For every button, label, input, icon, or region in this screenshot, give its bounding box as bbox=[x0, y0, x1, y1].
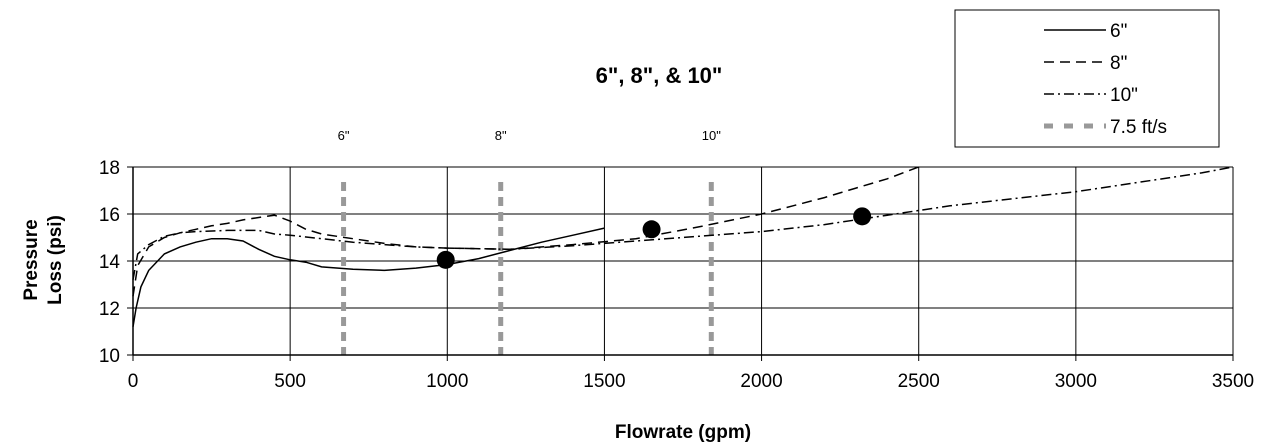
x-tick-label-0: 0 bbox=[128, 371, 139, 392]
y-axis-label: Pressure Loss (psi) bbox=[21, 215, 66, 305]
x-tick-label-3000: 3000 bbox=[1055, 371, 1097, 392]
x-tick-label-2500: 2500 bbox=[898, 371, 940, 392]
data-marker-0 bbox=[436, 250, 455, 269]
y-axis-label-line-2: Loss (psi) bbox=[45, 215, 66, 305]
data-marker-1 bbox=[642, 220, 661, 239]
x-tick-label-3500: 3500 bbox=[1212, 371, 1254, 392]
y-tick-label-14: 14 bbox=[99, 252, 121, 273]
x-tick-label-500: 500 bbox=[274, 371, 306, 392]
tick-labels: 0 500 1000 1500 2000 2500 3000 3500 10 12 14 16 18 bbox=[99, 158, 1254, 392]
legend: 6" 8" 10" 7.5 ft/s bbox=[954, 9, 1220, 148]
y-tick-label-12: 12 bbox=[99, 299, 120, 320]
reference-line-label-0: 6" bbox=[338, 128, 350, 143]
x-axis-label: Flowrate (gpm) bbox=[615, 422, 751, 443]
x-tick-label-1500: 1500 bbox=[583, 371, 625, 392]
series-line-0 bbox=[132, 227, 605, 327]
reference-line-label-1: 8" bbox=[495, 128, 507, 143]
legend-entry-1: 8" bbox=[1110, 53, 1127, 74]
reference-lines: 6" 8" 10" bbox=[338, 128, 721, 355]
legend-entry-0: 6" bbox=[1110, 21, 1127, 42]
data-markers bbox=[436, 207, 872, 269]
chart-title: 6", 8", & 10" bbox=[596, 63, 723, 88]
legend-entry-2: 10" bbox=[1110, 85, 1138, 106]
y-tick-label-16: 16 bbox=[99, 205, 120, 226]
reference-line-label-2: 10" bbox=[702, 128, 721, 143]
series-line-1 bbox=[132, 166, 919, 297]
x-tick-label-1000: 1000 bbox=[426, 371, 468, 392]
y-axis-label-line-1: Pressure bbox=[21, 219, 42, 300]
x-tick-label-2000: 2000 bbox=[740, 371, 782, 392]
legend-entry-3: 7.5 ft/s bbox=[1110, 117, 1167, 138]
axes bbox=[127, 166, 1234, 361]
series-line-2 bbox=[132, 166, 1234, 280]
data-marker-2 bbox=[853, 207, 872, 226]
series-lines bbox=[132, 166, 1234, 327]
y-tick-label-10: 10 bbox=[99, 346, 120, 367]
y-tick-label-18: 18 bbox=[99, 158, 120, 179]
